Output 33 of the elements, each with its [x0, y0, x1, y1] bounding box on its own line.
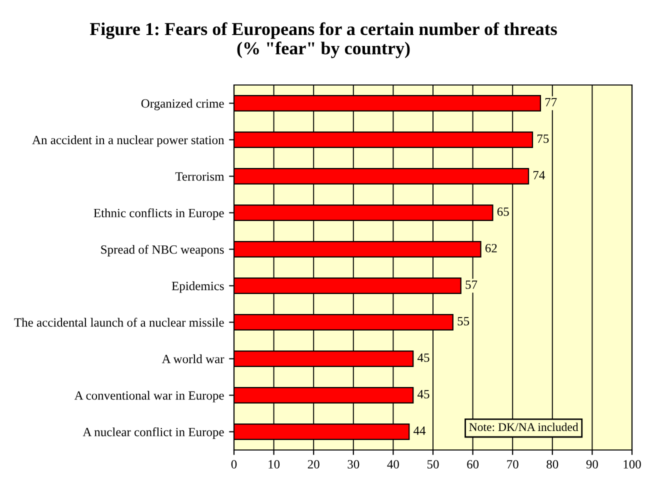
data-label: 45	[418, 354, 430, 362]
x-tick-label: 0	[231, 460, 237, 469]
x-tick-label: 50	[427, 460, 439, 469]
data-label: 55	[458, 317, 470, 326]
y-tick-label: Organized crime	[141, 98, 224, 110]
data-label: 44	[414, 426, 426, 435]
data-label: 77	[545, 98, 557, 106]
x-tick-label: 60	[467, 460, 479, 469]
y-tick-label: A nuclear conflict in Europe	[82, 427, 224, 439]
y-tick-label: A world war	[162, 354, 224, 364]
x-tick-label: 70	[507, 460, 518, 469]
x-tick-label: 90	[586, 460, 598, 469]
y-tick-label: A conventional war in Europe	[74, 390, 224, 402]
x-tick-label: 100	[624, 460, 641, 469]
annotation: Note: DK/NA included	[469, 422, 578, 432]
x-tick-label: 20	[308, 460, 320, 469]
x-tick-label: 40	[387, 460, 399, 469]
y-tick-label: Ethnic conflicts in Europe	[94, 208, 224, 220]
y-tick-label: Terrorism	[175, 172, 224, 181]
data-label: 75	[537, 134, 549, 143]
chart-title: Figure 1: Fears of Europeans for a certain number of threats (% "fear" by country)	[90, 22, 557, 58]
x-tick-label: 30	[348, 460, 360, 469]
data-label: 74	[534, 171, 545, 180]
data-label: 62	[485, 244, 497, 252]
y-tick-label: An accident in a nuclear power station	[32, 135, 224, 147]
x-tick-label: 10	[268, 460, 280, 469]
y-tick-label: The accidental launch of a nuclear missile	[14, 318, 224, 327]
y-tick-label: Spread of NBC weapons	[101, 244, 224, 256]
data-label: 57	[466, 280, 478, 289]
x-tick-label: 80	[546, 460, 558, 469]
data-label: 45	[418, 390, 430, 398]
y-tick-label: Epidemics	[172, 281, 224, 293]
data-label: 65	[497, 207, 509, 216]
